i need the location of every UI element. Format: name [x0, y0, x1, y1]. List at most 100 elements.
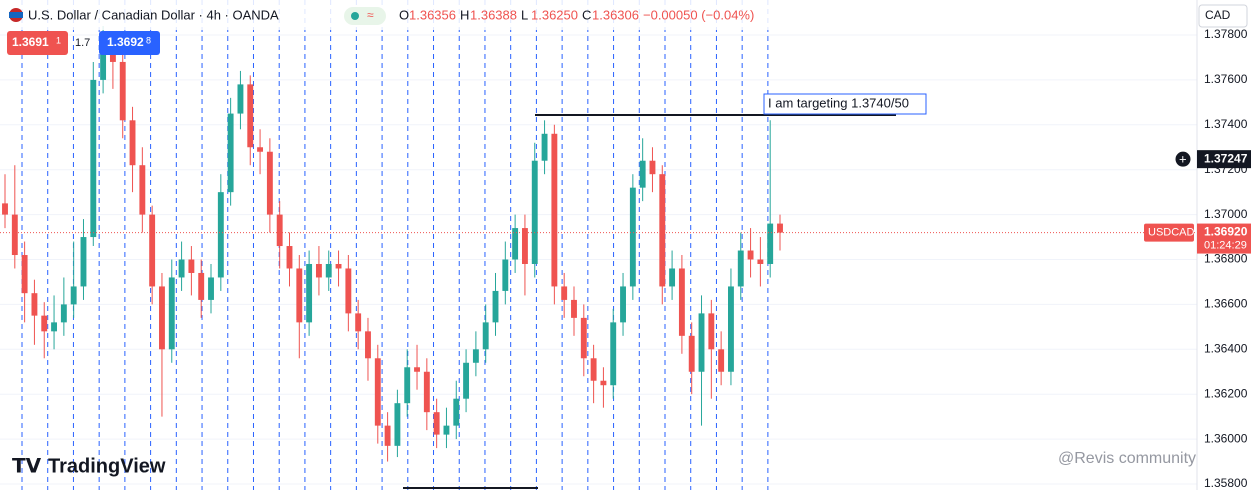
candle-body	[718, 349, 725, 372]
candle-body	[482, 322, 489, 350]
candle-body	[149, 214, 156, 287]
candle-body	[423, 371, 430, 413]
candle-body	[678, 268, 685, 336]
ohlc-letter: H	[460, 7, 469, 22]
candle-body	[345, 268, 352, 314]
candle-body	[139, 165, 146, 215]
candle-body	[90, 79, 97, 238]
ohlc-letter: O	[399, 7, 409, 22]
candle-body	[571, 299, 577, 318]
symbol-tag	[1144, 223, 1194, 242]
candle-body	[227, 113, 234, 193]
candle-body	[21, 255, 28, 294]
candle-body	[728, 286, 734, 372]
candle-body	[198, 272, 205, 300]
ohlc-letter: L	[521, 7, 528, 22]
candle-body	[335, 263, 342, 269]
candle-body	[100, 52, 107, 80]
candle-body	[688, 335, 695, 372]
candle-body	[502, 259, 509, 291]
candle-body	[561, 286, 568, 300]
ohlc-value: 1.36306	[592, 7, 639, 22]
candle-body	[31, 293, 38, 316]
add-alert-icon: +	[1179, 152, 1187, 167]
candle-body	[51, 322, 57, 332]
candle-body	[2, 203, 8, 215]
status-pill[interactable]	[344, 7, 386, 25]
y-tick-label: 1.36800	[1204, 252, 1248, 266]
candle-body	[266, 151, 273, 215]
candle-body	[109, 52, 116, 62]
countdown: 01:24:29	[1204, 239, 1247, 251]
candle-body	[600, 380, 607, 386]
candle-body	[365, 331, 371, 359]
candle-body	[306, 263, 313, 323]
candle-body	[541, 133, 548, 161]
symbol-tag-text: USDCAD	[1148, 226, 1195, 238]
last-price-tag	[1197, 223, 1251, 254]
candle-body	[747, 250, 754, 260]
crosshair-label: 1.37247	[1204, 151, 1248, 165]
candle-body	[669, 268, 676, 287]
ohlc-letter: C	[582, 7, 591, 22]
grid	[0, 34, 1197, 485]
candle-body	[11, 214, 18, 256]
currency-dropdown[interactable]	[1198, 4, 1248, 28]
change-value: −0.00050 (−0.04%)	[643, 7, 754, 22]
candle-body	[620, 286, 626, 323]
y-tick-label: 1.37800	[1204, 27, 1248, 41]
candle-body	[492, 290, 499, 323]
candle-body	[168, 277, 175, 350]
annotation-text: I am targeting 1.3740/50	[768, 95, 909, 110]
candle-body	[384, 425, 391, 446]
candle-body	[767, 223, 774, 264]
market-open-dot	[351, 12, 359, 20]
flag-icon-stripe	[9, 12, 23, 18]
buy-button[interactable]	[99, 31, 160, 55]
candle-body	[659, 174, 666, 287]
candle-body	[512, 228, 519, 260]
add-alert-button[interactable]	[1174, 150, 1192, 168]
price-axis: 1.35800 1.36000 1.36200 1.36400 1.36600 1.368…	[1144, 27, 1251, 490]
y-tick-label: 1.35800	[1204, 476, 1248, 490]
candle-body	[737, 250, 744, 287]
candle-body	[286, 246, 293, 269]
y-tick-label: 1.37000	[1204, 207, 1248, 221]
candle-body	[551, 133, 558, 287]
candle-body	[404, 367, 411, 404]
candle-body	[777, 223, 783, 233]
candle-body	[178, 259, 185, 278]
candle-body	[80, 237, 87, 287]
buy-price: 1.3692	[107, 35, 144, 49]
candle-body	[453, 398, 460, 426]
candle-body	[433, 412, 440, 435]
y-tick-label: 1.36200	[1204, 386, 1248, 400]
symbol-title[interactable]: U.S. Dollar / Canadian Dollar · 4h · OAN…	[28, 7, 279, 22]
ohlc-value: 1.36356	[409, 7, 456, 22]
candle-body	[580, 317, 587, 359]
status-icon: ≈	[367, 8, 374, 22]
y-tick-label: 1.36600	[1204, 297, 1248, 311]
sell-button[interactable]	[7, 31, 68, 55]
candle-body	[296, 268, 303, 323]
candle-body	[374, 358, 381, 426]
candle-body	[610, 322, 617, 386]
logo-text: TradingView	[48, 455, 166, 477]
candle-body	[159, 286, 165, 350]
candle-body	[217, 192, 224, 278]
candle-body	[708, 313, 715, 350]
candle-body	[315, 263, 322, 278]
y-tick-label: 1.37400	[1204, 117, 1248, 131]
candle-body	[639, 160, 646, 188]
watermark: @Revis community	[1058, 450, 1196, 467]
candle-body	[237, 84, 244, 114]
sell-price: 1.3691	[12, 35, 49, 49]
annotation-box[interactable]	[763, 93, 927, 115]
candle-body	[129, 120, 136, 166]
candle-body	[414, 367, 420, 372]
candles	[2, 26, 783, 462]
candle-body	[521, 228, 528, 264]
candle-body	[257, 147, 264, 152]
candle-body	[443, 425, 450, 435]
